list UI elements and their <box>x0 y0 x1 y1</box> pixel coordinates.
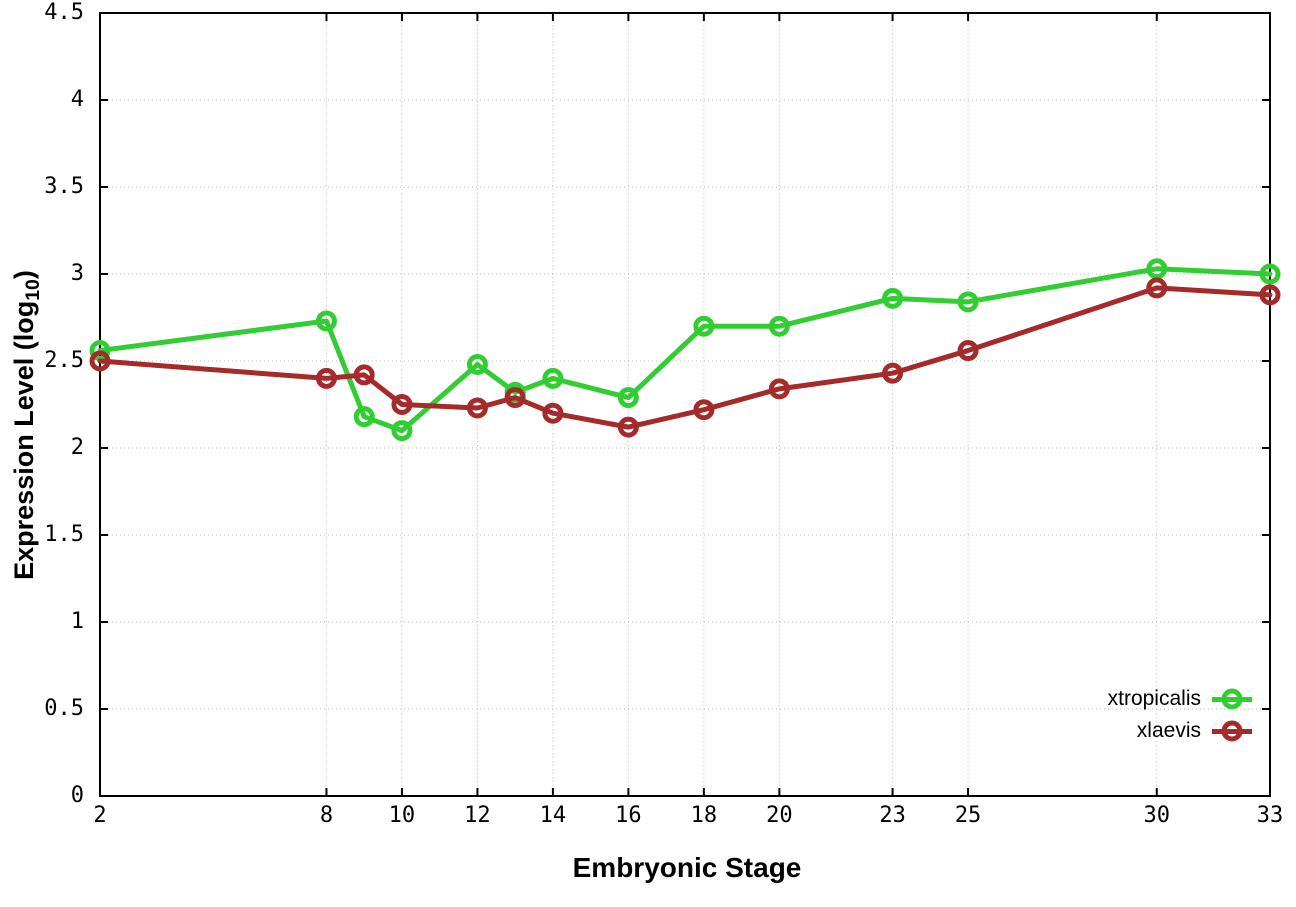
legend-label-xlaevis: xlaevis <box>1136 719 1201 742</box>
x-tick-label: 30 <box>1143 803 1171 828</box>
legend-row-xtropicalis: xtropicalis <box>1108 683 1252 715</box>
x-tick-label: 20 <box>766 803 793 828</box>
y-tick-label: 1 <box>70 609 84 634</box>
y-tick-label: 1.5 <box>44 522 84 547</box>
y-axis-title-suffix: ) <box>8 270 39 280</box>
y-axis-title-subscript: 10 <box>22 279 45 301</box>
x-axis-title: Embryonic Stage <box>572 852 802 883</box>
y-tick-label: 2.5 <box>44 348 84 373</box>
x-tick-label: 14 <box>539 803 567 828</box>
x-tick-label: 2 <box>93 803 107 828</box>
y-tick-label: 4 <box>70 87 84 112</box>
legend-circle-marker-icon <box>1221 720 1243 742</box>
legend-row-xlaevis: xlaevis <box>1108 715 1252 747</box>
y-tick-label: 0 <box>70 783 84 808</box>
y-tick-label: 2 <box>70 435 84 460</box>
legend-sample-xtropicalis <box>1212 688 1252 710</box>
x-tick-label: 33 <box>1256 803 1284 828</box>
x-tick-label: 12 <box>464 803 491 828</box>
x-tick-label: 10 <box>388 803 416 828</box>
legend: xtropicalis xlaevis <box>1108 683 1252 747</box>
y-tick-label: 0.5 <box>44 696 84 721</box>
legend-circle-marker-icon <box>1221 688 1243 710</box>
x-tick-label: 18 <box>690 803 718 828</box>
y-axis-title: Expression Level (log10) <box>9 115 45 735</box>
legend-sample-xlaevis <box>1212 720 1252 742</box>
x-tick-label: 25 <box>954 803 982 828</box>
y-tick-label: 4.5 <box>44 0 84 25</box>
x-tick-label: 8 <box>319 803 334 828</box>
x-tick-label: 16 <box>615 803 642 828</box>
y-tick-label: 3 <box>70 261 84 286</box>
legend-label-xtropicalis: xtropicalis <box>1107 687 1201 710</box>
x-tick-label: 23 <box>879 803 906 828</box>
y-axis-title-text: Expression Level (log <box>8 300 39 580</box>
y-tick-label: 3.5 <box>44 174 84 199</box>
